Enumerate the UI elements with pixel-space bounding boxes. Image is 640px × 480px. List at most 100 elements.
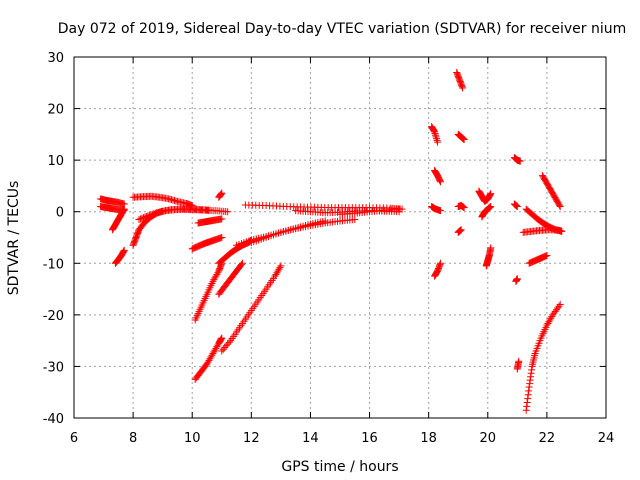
- data-point: [515, 357, 523, 365]
- series-arc-14: [215, 259, 246, 298]
- data-point: [219, 345, 227, 353]
- data-point: [555, 201, 563, 209]
- data-point: [145, 211, 153, 219]
- data-point: [556, 203, 564, 211]
- data-point: [351, 215, 359, 223]
- data-point: [137, 215, 144, 223]
- data-point: [135, 215, 143, 223]
- grid-layer: [74, 57, 606, 418]
- series-arc-40: [522, 301, 564, 414]
- series-arc-10: [215, 189, 226, 201]
- data-point: [218, 347, 226, 355]
- data-point: [214, 269, 222, 277]
- y-tick-label: 0: [56, 206, 64, 221]
- series-arc-12: [191, 334, 226, 383]
- chart-title: Day 072 of 2019, Sidereal Day-to-day VTE…: [58, 21, 627, 37]
- x-tick-label: 10: [184, 431, 201, 446]
- x-axis-title: GPS time / hours: [281, 459, 398, 475]
- x-tick-label: 8: [129, 431, 137, 446]
- series-arc-3: [108, 205, 128, 234]
- x-tick-label: 18: [420, 431, 437, 446]
- y-tick-label: 10: [47, 154, 64, 169]
- data-point: [147, 211, 155, 219]
- data-point: [459, 84, 467, 92]
- data-point: [516, 157, 524, 165]
- series-arc-32: [510, 154, 524, 165]
- data-point: [237, 261, 245, 269]
- data-point: [555, 302, 563, 310]
- series-arc-20: [336, 205, 403, 218]
- y-axis-title: SDTVAR / TECUs: [6, 181, 22, 296]
- data-point: [558, 227, 566, 235]
- series-arc-8: [194, 215, 226, 227]
- data-point: [144, 212, 152, 220]
- data-point: [321, 217, 329, 225]
- series-arc-26: [454, 130, 468, 144]
- y-tick-label: 30: [47, 51, 64, 66]
- data-point: [487, 244, 495, 252]
- data-points: [97, 68, 566, 414]
- series-arc-35: [513, 357, 523, 373]
- series-arc-16: [233, 215, 359, 249]
- data-point: [460, 136, 468, 144]
- data-point: [487, 190, 495, 198]
- data-point: [221, 344, 229, 352]
- data-point: [120, 205, 128, 213]
- series-arc-37: [519, 226, 566, 236]
- y-tick-label: -20: [43, 309, 64, 324]
- data-point: [276, 264, 284, 272]
- series-arc-9: [188, 234, 226, 253]
- series-arc-34: [512, 275, 521, 285]
- data-point: [434, 138, 442, 146]
- data-point: [556, 301, 564, 309]
- series-arc-27: [454, 202, 468, 212]
- y-tick-label: 20: [47, 103, 64, 118]
- x-tick-label: 12: [243, 431, 260, 446]
- data-point: [218, 234, 226, 241]
- series-arc-2: [97, 203, 128, 214]
- data-point: [277, 262, 285, 270]
- y-tick-label: -30: [43, 360, 64, 375]
- data-point: [224, 208, 232, 216]
- data-point: [218, 189, 226, 197]
- x-tick-label: 20: [480, 431, 497, 446]
- series-arc-33: [510, 200, 521, 211]
- series-arc-11: [191, 259, 226, 324]
- data-point: [142, 212, 150, 220]
- series-arc-1: [97, 195, 128, 208]
- series-arc-4: [111, 246, 128, 267]
- series-arc-17: [247, 217, 329, 247]
- data-point: [487, 203, 495, 211]
- series-arc-39: [538, 172, 564, 211]
- data-point: [238, 259, 246, 267]
- x-tick-label: 14: [302, 431, 319, 446]
- series-arc-29: [475, 187, 495, 205]
- data-point: [225, 338, 233, 346]
- plot-frame: [73, 56, 607, 419]
- data-point: [138, 214, 146, 222]
- data-point: [436, 259, 444, 267]
- data-point: [151, 209, 159, 217]
- data-point: [457, 226, 465, 234]
- data-point: [139, 214, 147, 222]
- data-point: [120, 246, 128, 254]
- series-arc-15: [218, 262, 285, 355]
- series-arc-24: [431, 259, 444, 280]
- x-tick-label: 16: [361, 431, 378, 446]
- data-point: [218, 334, 226, 342]
- data-point: [436, 207, 444, 215]
- y-tick-label: -10: [43, 257, 64, 272]
- data-point: [150, 210, 158, 218]
- data-point: [513, 275, 521, 283]
- data-point: [206, 206, 214, 214]
- series-arc-22: [431, 166, 444, 186]
- y-tick-label: -40: [43, 412, 64, 427]
- series-arc-5: [129, 192, 196, 210]
- data-point: [436, 178, 444, 186]
- data-point: [224, 340, 232, 348]
- series-arc-7: [135, 205, 214, 223]
- series-arc-25: [453, 68, 467, 92]
- data-point: [222, 342, 230, 350]
- series-arc-30: [478, 203, 495, 221]
